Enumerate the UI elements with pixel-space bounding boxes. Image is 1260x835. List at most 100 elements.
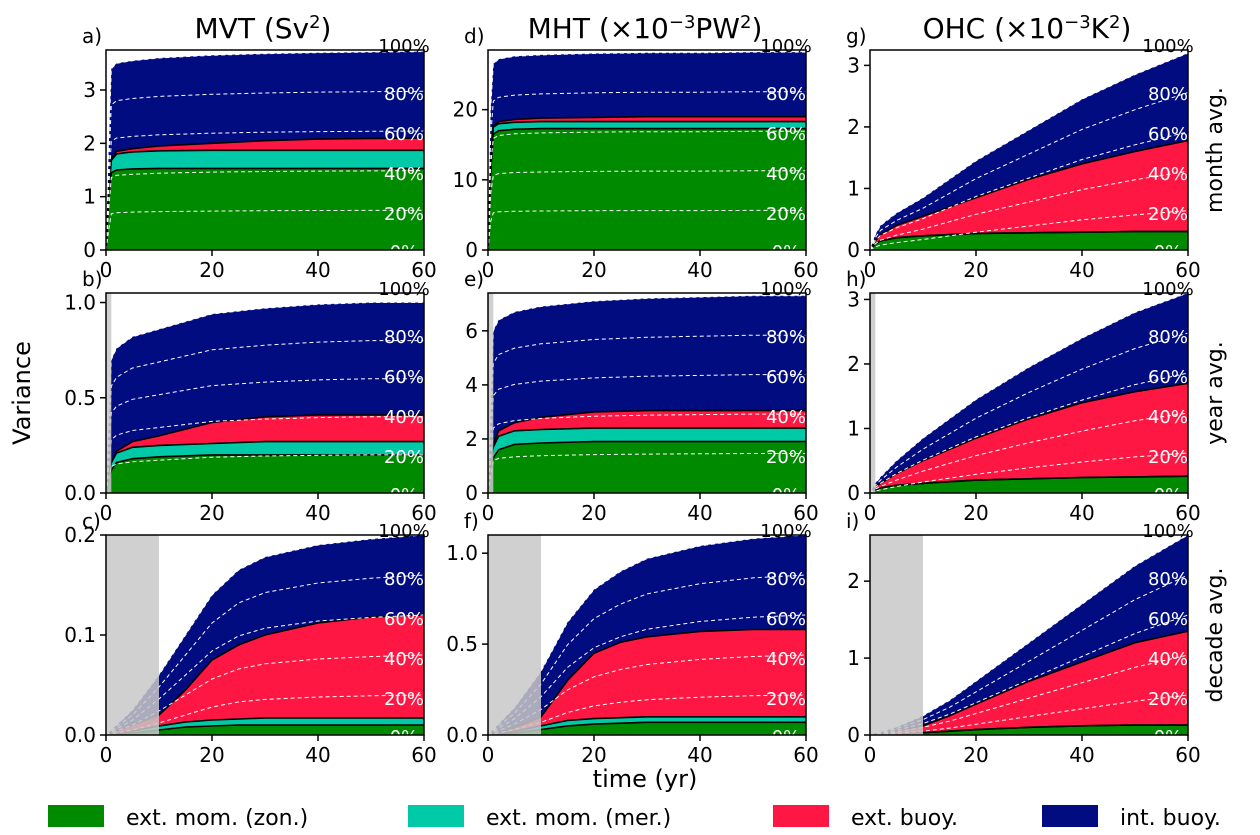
- percent-label: 40%: [766, 407, 806, 428]
- legend-label-ext-buoy: ext. buoy.: [851, 806, 958, 831]
- panel-letter: g): [846, 24, 867, 48]
- y-tick-label: 1.0: [446, 541, 478, 565]
- percentile-line: [488, 374, 806, 493]
- percentile-line: [870, 131, 1188, 250]
- x-tick-label: 0: [482, 743, 495, 767]
- column-title-mht: MHT (×10−3PW2): [528, 12, 763, 46]
- percent-label: 80%: [766, 327, 806, 348]
- series-boundary-line: [870, 230, 1188, 250]
- percentile-line: [488, 91, 806, 250]
- x-tick-label: 60: [793, 258, 818, 282]
- percentile-line: [870, 293, 1188, 493]
- legend-label-int-buoy: int. buoy.: [1120, 806, 1221, 831]
- percent-label: 40%: [1148, 164, 1188, 185]
- percent-label: 20%: [384, 689, 424, 710]
- y-tick-label: 1: [83, 185, 96, 209]
- percentile-line: [106, 51, 424, 250]
- area-ext-buoy-: [870, 631, 1188, 735]
- percent-label: 20%: [766, 689, 806, 710]
- area-ext-buoy-: [870, 140, 1188, 250]
- legend-label-zonal: ext. mom. (zon.): [126, 806, 308, 831]
- percent-label: 100%: [760, 279, 811, 300]
- x-tick-label: 0: [100, 501, 113, 525]
- percent-label: 40%: [1148, 407, 1188, 428]
- x-tick-label: 20: [199, 743, 224, 767]
- panel-a: 100% 80% 60% 40% 20% 0% 0 1 2 3 0 20 40 60 a): [82, 24, 437, 282]
- percent-label: 20%: [384, 447, 424, 468]
- y-tick-label: 0.0: [446, 723, 478, 747]
- percentile-line: [106, 170, 424, 250]
- y-tick-label: 1: [847, 416, 860, 440]
- percentile-line: [106, 130, 424, 250]
- x-tick-label: 40: [687, 258, 712, 282]
- x-tick-label: 20: [963, 258, 988, 282]
- percent-label: 60%: [1148, 367, 1188, 388]
- y-tick-label: 1: [847, 646, 860, 670]
- percent-label: 60%: [1148, 124, 1188, 145]
- panel-d: 100% 80% 60% 40% 20% 0% 0 10 20 0 20 40 60 d): [453, 24, 819, 282]
- percentile-line: [870, 372, 1188, 493]
- panel-plot-area: [488, 535, 806, 735]
- x-tick-label: 40: [305, 501, 330, 525]
- area-ext-mom-zon-: [870, 725, 1188, 735]
- area-ext-mom-zon-: [870, 231, 1188, 250]
- x-tick-label: 0: [864, 743, 877, 767]
- panel-letter: b): [82, 267, 103, 291]
- panel-letter: d): [464, 24, 485, 48]
- y-tick-label: 0.2: [64, 523, 96, 547]
- percent-label: 0%: [1154, 242, 1183, 263]
- x-tick-label: 40: [687, 501, 712, 525]
- panel-letter: a): [82, 24, 102, 48]
- y-tick-label: 1: [847, 176, 860, 200]
- area-ext-mom-zon-: [488, 722, 806, 735]
- percentile-line: [106, 302, 424, 493]
- percentile-line: [106, 209, 424, 250]
- legend-swatch-int-buoy: [1042, 805, 1098, 827]
- series-boundary-line: [870, 475, 1188, 493]
- area-ext-buoy-: [106, 138, 424, 250]
- percentile-line: [106, 340, 424, 493]
- panel-frame: [105, 292, 425, 494]
- x-tick-label: 20: [581, 501, 606, 525]
- panel-b: 100% 80% 60% 40% 20% 0% 0.0 0.5 1.0 0 20 40 60 b): [64, 267, 437, 525]
- x-tick-label: 20: [581, 258, 606, 282]
- percent-label: 0%: [772, 242, 801, 263]
- percent-label: 40%: [384, 164, 424, 185]
- area-ext-mom-mer-: [106, 150, 424, 250]
- x-tick-label: 60: [1175, 743, 1200, 767]
- x-axis-label: time (yr): [593, 765, 698, 793]
- percentile-line: [488, 574, 806, 735]
- percent-label: 20%: [766, 447, 806, 468]
- spinup-shade: [488, 293, 494, 493]
- series-boundary-line: [870, 382, 1188, 493]
- percentile-line: [870, 452, 1188, 493]
- percent-label: 100%: [760, 36, 811, 57]
- percent-label: 60%: [766, 367, 806, 388]
- percent-label: 100%: [760, 521, 811, 542]
- area-int-buoy-: [106, 51, 424, 250]
- percent-label: 0%: [390, 242, 419, 263]
- x-tick-label: 60: [411, 501, 436, 525]
- percent-label: 60%: [384, 367, 424, 388]
- percent-label: 100%: [378, 279, 429, 300]
- y-tick-label: 6: [465, 319, 478, 343]
- spinup-shade: [106, 293, 112, 493]
- legend-swatch-zonal: [48, 805, 104, 827]
- y-tick-label: 3: [83, 78, 96, 102]
- y-tick-label: 4: [465, 373, 478, 397]
- spinup-shade: [870, 293, 876, 493]
- row-label-month: month avg.: [1203, 87, 1228, 213]
- percent-label: 80%: [1148, 84, 1188, 105]
- x-tick-label: 60: [411, 258, 436, 282]
- panel-plot-area: [106, 51, 424, 250]
- area-int-buoy-: [870, 53, 1188, 250]
- panel-plot-area: [106, 535, 424, 735]
- column-title-mvt: MVT (Sv2): [195, 12, 332, 46]
- percent-label: 40%: [766, 164, 806, 185]
- area-ext-buoy-: [870, 383, 1188, 493]
- percent-label: 80%: [1148, 569, 1188, 590]
- panel-frame: [487, 292, 807, 494]
- panel-frame: [869, 49, 1189, 251]
